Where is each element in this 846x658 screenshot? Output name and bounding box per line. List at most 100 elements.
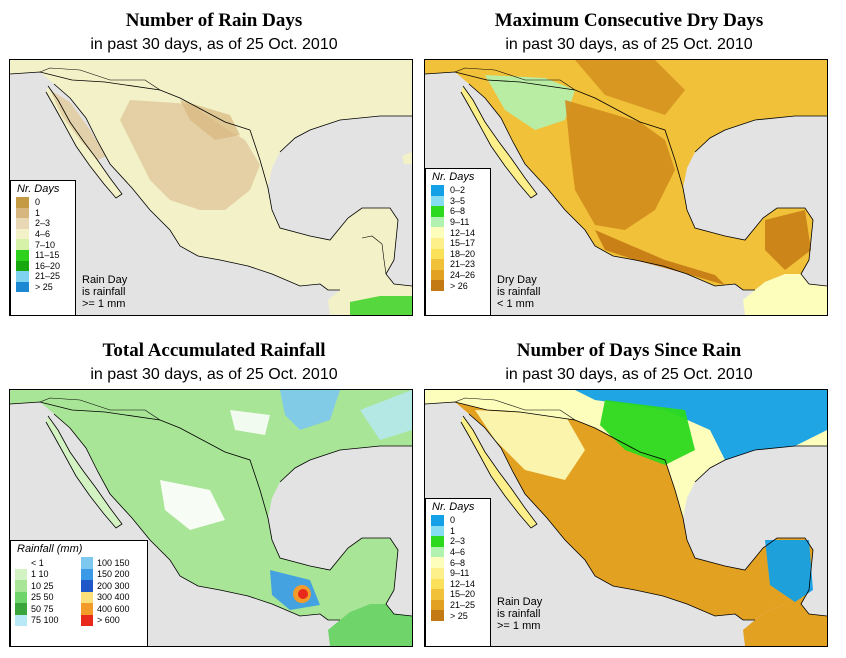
coastline [694,115,827,153]
border-line [361,235,387,275]
legend-entry: 4–6 [11,228,75,240]
legend-swatch [431,216,444,228]
legend-entry: 15–17 [426,237,490,249]
legend-entry: 12–14 [426,227,490,238]
legend-title: Rainfall (mm) [17,543,83,555]
legend-swatch [15,591,27,603]
dark-zone [595,230,725,285]
map-days-since: Nr. Days 0 1 2–3 4–6 6–8 9–11 12–14 15–20 21–25 >… [424,389,828,647]
legend-entry: 9–11 [426,216,490,228]
note-line: >= 1 mm [82,298,126,310]
coastline [10,401,412,617]
legend-label: 0 [450,515,456,526]
legend-label: 9–11 [450,568,470,579]
legend-entry: 0 [11,197,75,208]
legend-entry: 0–2 [426,185,490,196]
coastline [425,401,827,617]
coastline [460,415,538,529]
map-rain-days: Nr. Days 0 1 2–3 4–6 7–10 11–15 16–20 21–25 > 25… [9,59,413,316]
legend-swatch [16,271,29,282]
legend-swatch [431,269,444,281]
legend-entry: 21–25 [11,271,75,282]
legend-swatch [81,591,93,603]
legend-swatch [81,614,93,626]
legend-label: 12–14 [450,578,476,589]
legend-label: > 25 [450,610,468,621]
legend-label: 150 200 [97,569,130,580]
legend-entry: 15–20 [426,589,490,600]
legend-entry: 7–10 [11,239,75,250]
legend-items: 0 1 2–3 4–6 6–8 9–11 12–14 15–20 21–25 > 25 [426,515,490,621]
wet-zone [280,390,340,430]
legend-swatch [431,280,444,291]
coastline [45,415,123,529]
coastline [53,83,340,291]
coastline [468,83,755,291]
blue-zone [575,390,827,460]
legend-swatch [431,589,444,600]
legend-entry: 0 [426,515,490,526]
legend-label: < 1 [31,557,44,568]
map-total-rain: Rainfall (mm) < 1 100 150 1 10 150 200 10 25… [9,389,413,647]
legend-swatch [16,207,29,219]
legend-label: 100 150 [97,557,130,568]
coastline [460,85,538,199]
legend-label: 3–5 [450,195,466,206]
legend-entry: 10 25 [15,580,77,592]
border-line [39,397,161,421]
panel-subtitle: in past 30 days, as of 25 Oct. 2010 [90,36,338,53]
legend-title: Nr. Days [432,171,475,183]
legend-entry: 21–23 [426,259,490,270]
map-note: Rain Day is rainfall >= 1 mm [82,274,127,310]
legend-entry: < 1 [15,557,77,569]
legend-entry: 9–11 [426,567,490,579]
map-legend: Rainfall (mm) < 1 100 150 1 10 150 200 10 25… [10,540,148,646]
legend-label: 400 600 [97,603,130,614]
legend-swatch [16,218,29,229]
note-line: Rain Day [82,274,128,286]
legend-label: 15–17 [450,238,476,249]
legend-swatch [431,599,444,611]
legend-label: 16–20 [35,260,61,271]
legend-swatch [431,248,444,260]
dry-zone [230,410,270,435]
legend-label: 50 75 [31,603,54,614]
legend-title: Nr. Days [17,183,60,195]
legend-entry: 400 600 [81,603,143,615]
legend-swatch [431,610,444,621]
land-us-south [425,60,827,188]
legend-swatch [431,557,444,568]
border-line [454,67,576,91]
panel-title: Total Accumulated Rainfall [102,340,326,361]
legend-label: 1 [450,525,456,536]
legend-entry: 2–3 [426,536,490,547]
legend-swatch [16,260,29,272]
legend-entry: > 600 [81,614,143,626]
panel-subtitle: in past 30 days, as of 25 Oct. 2010 [505,36,753,53]
legend-label: 9–11 [450,217,470,228]
legend-entry: 21–25 [426,599,490,611]
legend-items: 0–2 3–5 6–8 9–11 12–14 15–17 18–20 21–23 24–26 > … [426,185,490,291]
blue-zone [765,540,813,602]
legend-label: 1 10 [31,569,49,580]
legend-entry: 2–3 [11,218,75,229]
panel-title: Number of Days Since Rain [516,340,742,361]
legend-swatch [431,578,444,590]
legend-label: 6–8 [450,206,466,217]
note-line: is rainfall [82,286,126,298]
legend-swatch [81,557,93,569]
legend-swatch [431,185,444,196]
coastline [45,85,123,199]
map-legend: Nr. Days 0 1 2–3 4–6 7–10 11–15 16–20 21–25 > 25 [10,180,76,315]
coastline [279,445,412,483]
legend-swatch [431,515,444,526]
heavy-rain-spot [298,589,308,599]
legend-label: 1 [35,207,41,218]
legend-entry: 200 300 [81,580,143,592]
legend-swatch [81,603,93,615]
wet-zone [350,296,412,315]
light-zone [475,410,585,480]
dry-zone [160,480,225,530]
legend-swatch [431,227,444,238]
map-dry-days: Nr. Days 0–2 3–5 6–8 9–11 12–14 15–17 18–20 21–… [424,59,828,316]
